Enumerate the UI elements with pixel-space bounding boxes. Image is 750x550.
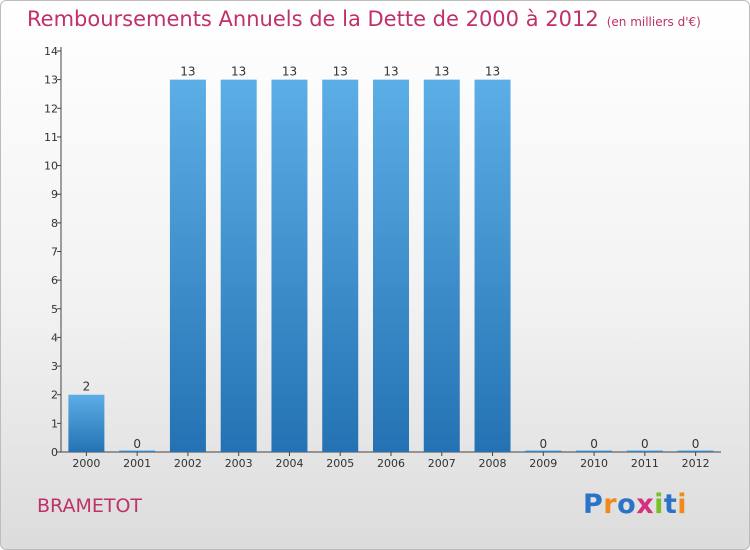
bar-2005 (322, 79, 359, 453)
data-label-2011: 0 (641, 437, 649, 451)
bar-2003 (220, 79, 257, 453)
logo-letter: x (636, 489, 655, 520)
unit-note: (en milliers d'€) (606, 15, 701, 29)
bar-2004 (271, 79, 308, 453)
bar-2011 (626, 450, 663, 452)
data-label-2002: 13 (180, 65, 195, 79)
x-tick-label-2004: 2004 (275, 457, 303, 470)
y-tick-label: 6 (51, 274, 58, 287)
bar-2009 (525, 450, 562, 452)
y-tick-label: 4 (51, 331, 58, 344)
data-label-2007: 13 (434, 65, 449, 79)
x-tick-label-2001: 2001 (123, 457, 151, 470)
y-tick-label: 10 (44, 160, 58, 173)
data-label-2000: 2 (83, 380, 91, 394)
y-tick-label: 3 (51, 360, 58, 373)
data-label-2010: 0 (590, 437, 598, 451)
logo-letter: o (617, 489, 637, 520)
y-tick-label: 11 (44, 131, 58, 144)
x-tick-label-2011: 2011 (631, 457, 659, 470)
data-label-2009: 0 (539, 437, 547, 451)
bars (68, 79, 714, 453)
bar-2000 (68, 394, 105, 452)
x-tick-label-2009: 2009 (529, 457, 557, 470)
x-tick-label-2000: 2000 (72, 457, 100, 470)
x-tick-label-2006: 2006 (377, 457, 405, 470)
y-tick-label: 2 (51, 389, 58, 402)
y-tick-label: 12 (44, 102, 58, 115)
data-label-2008: 13 (485, 65, 500, 79)
bar-2001 (119, 450, 156, 452)
bar-2008 (474, 79, 511, 453)
x-tick-label-2005: 2005 (326, 457, 354, 470)
y-tick-label: 14 (44, 45, 58, 58)
bar-2007 (423, 79, 460, 453)
y-tick-label: 0 (51, 446, 58, 459)
x-tick-label-2012: 2012 (682, 457, 710, 470)
x-tick-label-2010: 2010 (580, 457, 608, 470)
y-tick-label: 13 (44, 74, 58, 87)
logo-letter: i (654, 489, 664, 520)
chart-title: Remboursements Annuels de la Dette de 20… (27, 7, 701, 31)
bar-2002 (169, 79, 206, 453)
logo-letter: t (663, 489, 678, 520)
y-tick-label: 5 (51, 303, 58, 316)
y-tick-label: 7 (51, 246, 58, 259)
bar-2006 (373, 79, 409, 453)
bar-2012 (677, 450, 714, 452)
x-tick-label-2003: 2003 (225, 457, 253, 470)
x-tick-label-2008: 2008 (479, 457, 507, 470)
logo-letter: P (583, 489, 604, 520)
logo-letter: i (677, 489, 688, 520)
y-tick-label: 8 (51, 217, 58, 230)
data-label-2012: 0 (692, 437, 700, 451)
bar-2010 (576, 450, 613, 452)
proxiti-logo: Proxiti (583, 489, 687, 520)
x-tick-label-2002: 2002 (174, 457, 202, 470)
y-tick-label: 9 (51, 188, 58, 201)
data-label-2001: 0 (133, 437, 141, 451)
data-label-2004: 13 (282, 65, 297, 79)
data-labels: 2 0 13 13 13 13 13 13 13 0 0 0 0 (83, 65, 700, 451)
chart-title-text: Remboursements Annuels de la Dette de 20… (27, 7, 599, 31)
x-tick-label-2007: 2007 (428, 457, 456, 470)
commune-name: BRAMETOT (37, 495, 143, 517)
data-label-2003: 13 (231, 65, 246, 79)
data-label-2006: 13 (383, 65, 398, 79)
logo-letter: r (603, 489, 618, 520)
y-tick-label: 1 (51, 417, 58, 430)
data-label-2005: 13 (333, 65, 348, 79)
